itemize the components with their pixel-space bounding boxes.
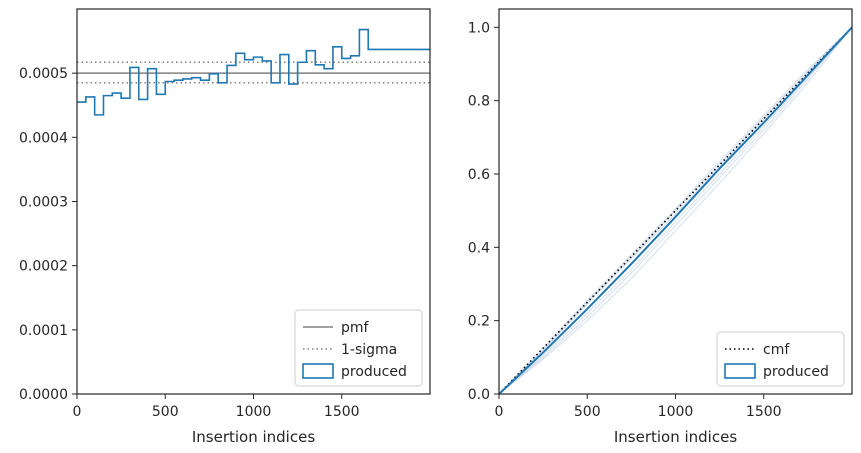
x-tick-label: 0 [495, 404, 504, 420]
faint-draw-line-7 [499, 26, 852, 394]
cmf-line [499, 26, 852, 394]
produced-step-line [77, 28, 430, 116]
x-axis-label: Insertion indices [192, 428, 315, 446]
y-tick-label: 0.4 [468, 240, 490, 256]
legend-label: produced [763, 364, 829, 380]
x-tick-label: 0 [73, 404, 82, 420]
faint-draw-line-4 [499, 27, 852, 394]
legend-label: cmf [763, 342, 790, 358]
legend-label: produced [341, 364, 407, 380]
plot-area [77, 28, 430, 116]
cumulative-panel: 0 500 1000 1500 0.0 0.2 0.4 0.6 0.8 1.0 Insertion … [468, 8, 853, 446]
faint-draw-line-5 [499, 26, 852, 394]
y-tick-label: 0.0001 [19, 323, 68, 339]
legend-label: 1-sigma [341, 342, 397, 358]
x-tick-label: 1000 [236, 404, 272, 420]
y-tick-label: 0.2 [468, 314, 490, 330]
histogram-panel: 0 500 1000 1500 0.0000 0.0001 0.0002 0.0003 0.00… [19, 8, 431, 446]
x-axis-label: Insertion indices [614, 428, 737, 446]
produced-line [499, 26, 852, 394]
y-tick-label: 0.0 [468, 387, 490, 403]
y-tick-label: 0.0003 [19, 195, 68, 211]
x-tick-label: 1500 [324, 404, 360, 420]
legend-box [294, 309, 423, 387]
x-tick-label: 1000 [658, 404, 694, 420]
y-tick-label: 0.0000 [19, 387, 68, 403]
y-tick-label: 0.6 [468, 167, 490, 183]
legend: pmf 1-sigma produced [294, 309, 423, 387]
legend-box [716, 331, 845, 387]
y-tick-label: 0.0002 [19, 259, 68, 275]
y-tick-label: 1.0 [468, 20, 490, 36]
legend-label: pmf [341, 320, 370, 336]
plot-area [499, 26, 852, 394]
x-tick-label: 500 [152, 404, 179, 420]
y-tick-label: 0.0004 [19, 130, 68, 146]
y-tick-label: 0.0005 [19, 66, 68, 82]
x-tick-label: 1500 [746, 404, 782, 420]
faint-draw-line-2 [499, 27, 852, 394]
legend-swatch-produced [724, 363, 756, 379]
y-tick-label: 0.8 [468, 94, 490, 110]
x-tick-label: 500 [574, 404, 601, 420]
faint-draw-line-6 [499, 27, 852, 394]
legend: cmf produced [716, 331, 845, 387]
legend-swatch-produced [302, 363, 334, 379]
